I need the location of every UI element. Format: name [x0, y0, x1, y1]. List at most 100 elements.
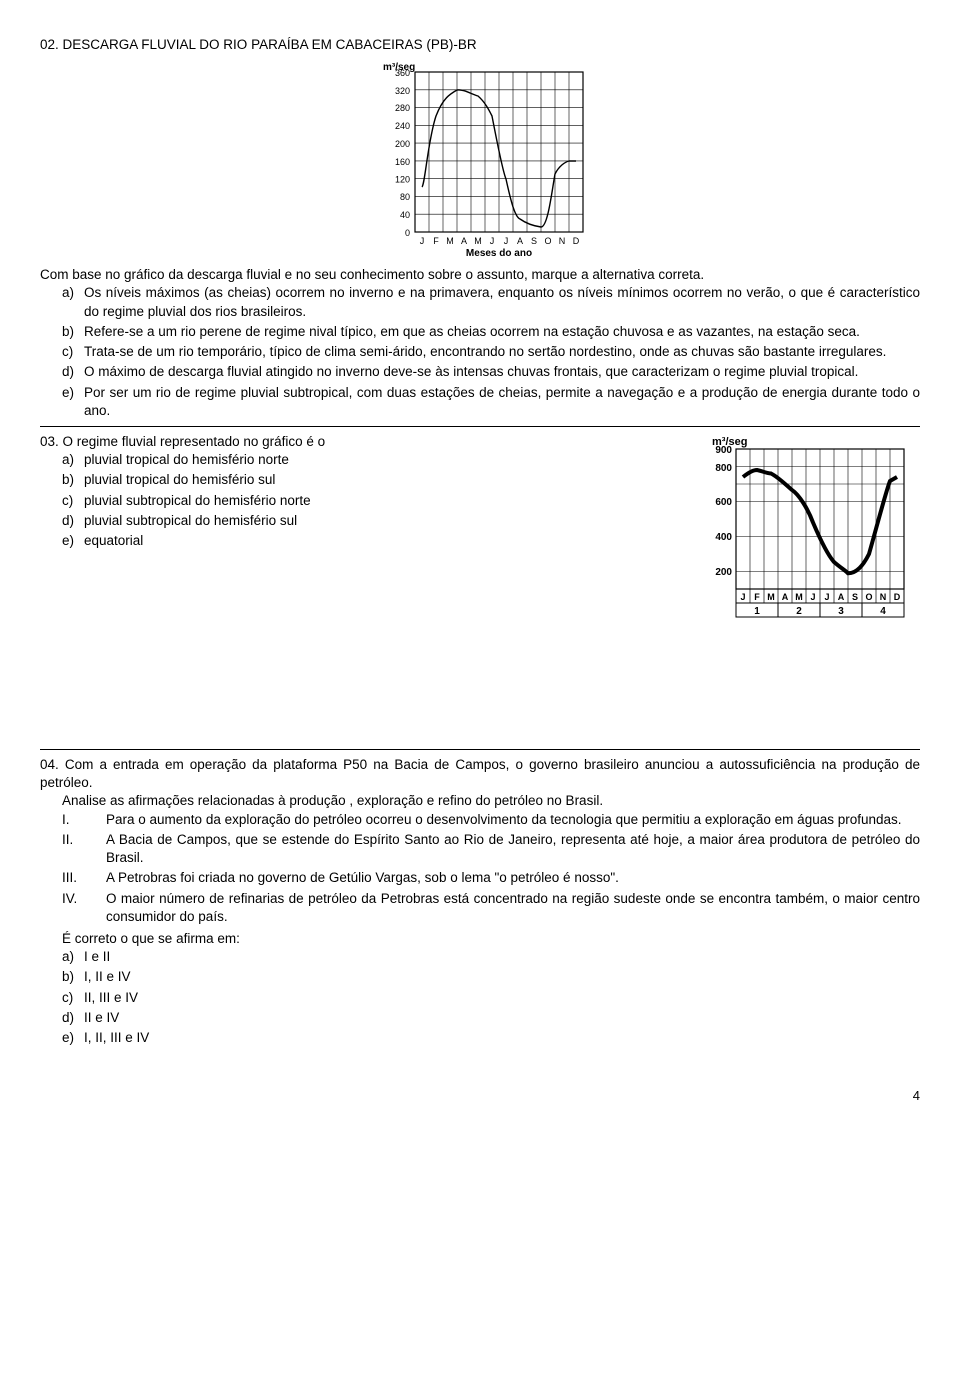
xtick: J — [504, 236, 509, 246]
svg-text:D: D — [894, 592, 901, 602]
xtick: A — [517, 236, 523, 246]
q03-chart: m³/seg — [690, 433, 920, 633]
option-letter: b) — [62, 968, 84, 986]
q04-roman-II: II.A Bacia de Campos, que se estende do … — [40, 831, 920, 867]
option-text: Os níveis máximos (as cheias) ocorrem no… — [84, 284, 920, 320]
ytick: 200 — [395, 139, 410, 149]
quarter-label: 2 — [796, 606, 802, 617]
option-text: equatorial — [84, 532, 674, 550]
q02-options: a)Os níveis máximos (as cheias) ocorrem … — [40, 284, 920, 420]
q02-option-b: b)Refere-se a um rio perene de regime ni… — [62, 323, 920, 341]
divider — [40, 749, 920, 750]
xtick: S — [531, 236, 537, 246]
option-letter: a) — [62, 451, 84, 469]
q04-roman-III: III.A Petrobras foi criada no governo de… — [40, 869, 920, 887]
xtick: M — [474, 236, 482, 246]
roman-text: A Bacia de Campos, que se estende do Esp… — [106, 831, 920, 867]
roman-num: IV. — [62, 890, 106, 926]
option-letter: b) — [62, 471, 84, 489]
option-text: I e II — [84, 948, 920, 966]
option-letter: e) — [62, 384, 84, 420]
svg-text:J: J — [824, 592, 829, 602]
q02-chart: m³/seg — [40, 58, 920, 258]
ytick: 200 — [715, 567, 732, 578]
ytick: 600 — [715, 497, 732, 508]
svg-text:A: A — [782, 592, 789, 602]
q04-title: 04. Com a entrada em operação da platafo… — [40, 756, 920, 792]
svg-text:M: M — [795, 592, 803, 602]
q04-roman-IV: IV.O maior número de refinarias de petró… — [40, 890, 920, 926]
ytick: 160 — [395, 157, 410, 167]
svg-text:N: N — [880, 592, 887, 602]
divider — [40, 426, 920, 427]
option-text: pluvial tropical do hemisfério norte — [84, 451, 674, 469]
ytick: 320 — [395, 86, 410, 96]
roman-text: Para o aumento da exploração do petróleo… — [106, 811, 920, 829]
svg-text:S: S — [852, 592, 858, 602]
option-text: I, II, III e IV — [84, 1029, 920, 1047]
question-04: 04. Com a entrada em operação da platafo… — [40, 756, 920, 1047]
ytick: 800 — [715, 463, 732, 474]
q04-instruction: Analise as afirmações relacionadas à pro… — [40, 792, 920, 810]
option-letter: a) — [62, 284, 84, 320]
q04-option-c: c)II, III e IV — [62, 989, 920, 1007]
svg-text:O: O — [865, 592, 872, 602]
xtick: J — [420, 236, 425, 246]
q03-option-c: c)pluvial subtropical do hemisfério nort… — [62, 492, 674, 510]
q03-option-e: e)equatorial — [62, 532, 674, 550]
ytick: 0 — [405, 228, 410, 238]
q04-roman-I: I.Para o aumento da exploração do petról… — [40, 811, 920, 829]
option-text: Refere-se a um rio perene de regime niva… — [84, 323, 920, 341]
q04-option-b: b)I, II e IV — [62, 968, 920, 986]
option-letter: a) — [62, 948, 84, 966]
q02-option-d: d)O máximo de descarga fluvial atingido … — [62, 363, 920, 381]
xtick: N — [559, 236, 566, 246]
svg-text:M: M — [767, 592, 775, 602]
q02-prompt: Com base no gráfico da descarga fluvial … — [40, 266, 920, 284]
ytick: 240 — [395, 121, 410, 131]
ytick: 900 — [715, 445, 732, 456]
xtick: F — [433, 236, 439, 246]
quarter-label: 3 — [838, 606, 844, 617]
roman-num: I. — [62, 811, 106, 829]
svg-text:A: A — [838, 592, 845, 602]
svg-text:J: J — [740, 592, 745, 602]
ytick: 80 — [400, 192, 410, 202]
quarter-label: 4 — [880, 606, 886, 617]
page-number: 4 — [40, 1087, 920, 1105]
ytick: 360 — [395, 68, 410, 78]
svg-text:F: F — [754, 592, 760, 602]
q03-option-a: a)pluvial tropical do hemisfério norte — [62, 451, 674, 469]
option-text: O máximo de descarga fluvial atingido no… — [84, 363, 920, 381]
svg-text:J: J — [810, 592, 815, 602]
xtick: J — [490, 236, 495, 246]
option-letter: c) — [62, 492, 84, 510]
option-text: pluvial tropical do hemisfério sul — [84, 471, 674, 489]
option-text: II e IV — [84, 1009, 920, 1027]
quarter-label: 1 — [754, 606, 760, 617]
option-letter: c) — [62, 989, 84, 1007]
q04-option-a: a)I e II — [62, 948, 920, 966]
xtick: D — [573, 236, 580, 246]
q03-option-d: d)pluvial subtropical do hemisfério sul — [62, 512, 674, 530]
roman-text: A Petrobras foi criada no governo de Get… — [106, 869, 920, 887]
ytick: 400 — [715, 532, 732, 543]
q02-option-a: a)Os níveis máximos (as cheias) ocorrem … — [62, 284, 920, 320]
q04-option-e: e)I, II, III e IV — [62, 1029, 920, 1047]
option-letter: c) — [62, 343, 84, 361]
option-letter: b) — [62, 323, 84, 341]
xtick: O — [544, 236, 551, 246]
q04-sub-prompt: É correto o que se afirma em: — [40, 930, 920, 948]
xtick: M — [446, 236, 454, 246]
q03-chart-svg: m³/seg — [690, 433, 920, 633]
option-letter: e) — [62, 1029, 84, 1047]
option-letter: e) — [62, 532, 84, 550]
option-text: pluvial subtropical do hemisfério sul — [84, 512, 674, 530]
question-03: m³/seg — [40, 433, 920, 633]
option-text: pluvial subtropical do hemisfério norte — [84, 492, 674, 510]
option-text: I, II e IV — [84, 968, 920, 986]
roman-text: O maior número de refinarias de petróleo… — [106, 890, 920, 926]
roman-num: III. — [62, 869, 106, 887]
q02-option-c: c)Trata-se de um rio temporário, típico … — [62, 343, 920, 361]
question-02: 02. DESCARGA FLUVIAL DO RIO PARAÍBA EM C… — [40, 36, 920, 420]
